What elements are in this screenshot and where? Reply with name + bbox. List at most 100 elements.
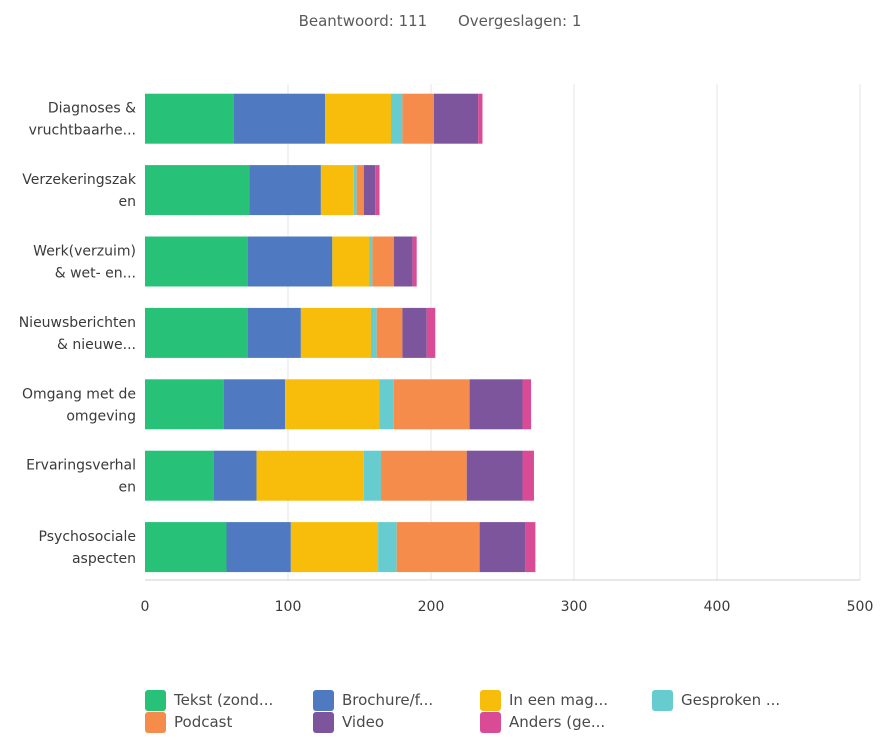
bar-segment bbox=[363, 165, 376, 216]
bar-segment bbox=[223, 379, 286, 430]
legend-item: Podcast bbox=[145, 711, 232, 733]
category-label: Nieuwsberichten & nieuwe... bbox=[19, 315, 136, 353]
bar-segment bbox=[247, 307, 301, 358]
x-tick-label: 100 bbox=[275, 599, 302, 615]
legend-swatch bbox=[480, 689, 501, 711]
bar-segment bbox=[332, 236, 370, 287]
bar-segment bbox=[372, 236, 394, 287]
legend-item: Brochure/f... bbox=[313, 689, 433, 711]
legend-label: Brochure/f... bbox=[342, 691, 434, 709]
bar-segment bbox=[300, 307, 371, 358]
response-summary: Beantwoord: 111 Overgeslagen: 1 bbox=[0, 12, 880, 30]
bar-segment bbox=[426, 307, 436, 358]
bar-segment bbox=[145, 379, 224, 430]
x-tick-label: 0 bbox=[141, 599, 150, 615]
category-label-line: Ervaringsverhal bbox=[26, 458, 136, 474]
legend-item: Video bbox=[313, 711, 384, 733]
bar-segment bbox=[356, 165, 364, 216]
category-label-line: Psychosociale bbox=[39, 529, 136, 545]
bar-segment bbox=[145, 93, 234, 144]
category-label: Diagnoses & vruchtbaarhe... bbox=[29, 101, 136, 139]
category-label-line: en bbox=[119, 194, 137, 210]
bar-segment bbox=[325, 93, 391, 144]
bar-segment bbox=[525, 522, 536, 573]
category-label: Psychosociale aspecten bbox=[39, 529, 136, 567]
bar-segment bbox=[363, 450, 381, 501]
x-tick-label: 200 bbox=[418, 599, 445, 615]
legend-swatch bbox=[145, 689, 166, 711]
bar-segment bbox=[469, 379, 523, 430]
bar-segment bbox=[145, 236, 248, 287]
bar-segment bbox=[375, 165, 380, 216]
bar-segment bbox=[433, 93, 479, 144]
stacked-bar-chart: 0 100 200 300 400 500 Diagnoses & vruchtbaarhe.… bbox=[19, 84, 874, 615]
category-label-line: Verzekeringszak bbox=[22, 172, 137, 188]
category-label: Werk(verzuim) & wet- en... bbox=[33, 244, 136, 282]
bar-segment bbox=[226, 522, 291, 573]
bar-segment bbox=[379, 379, 394, 430]
bar-segment bbox=[393, 236, 413, 287]
bar-segment bbox=[522, 450, 534, 501]
category-label-line: & wet- en... bbox=[55, 266, 136, 282]
legend-label: Tekst (zond... bbox=[174, 691, 274, 709]
bar-segment bbox=[393, 379, 470, 430]
bar-segment bbox=[145, 522, 227, 573]
bar-segment bbox=[522, 379, 532, 430]
bar-segment bbox=[145, 307, 248, 358]
bar-segment bbox=[249, 165, 321, 216]
bar-segment bbox=[396, 522, 480, 573]
bar-segment bbox=[380, 450, 467, 501]
bar-segment bbox=[370, 307, 377, 358]
category-label-line: omgeving bbox=[66, 408, 136, 424]
legend-item: Tekst (zond... bbox=[145, 689, 273, 711]
category-label-line: vruchtbaarhe... bbox=[29, 123, 136, 139]
legend-swatch bbox=[652, 689, 673, 711]
legend-item: Anders (ge... bbox=[480, 711, 605, 733]
bar-segment bbox=[402, 307, 427, 358]
x-tick-label: 300 bbox=[561, 599, 588, 615]
legend-label: Anders (ge... bbox=[509, 713, 606, 731]
category-label-line: en bbox=[119, 480, 137, 496]
bar-segment bbox=[378, 522, 397, 573]
x-tick-label: 500 bbox=[847, 599, 874, 615]
category-label-line: & nieuwe... bbox=[57, 337, 136, 353]
bar-segment bbox=[402, 93, 434, 144]
bar-segment bbox=[145, 450, 214, 501]
bar-segment bbox=[285, 379, 380, 430]
bar-segment bbox=[145, 165, 250, 216]
bar-segment bbox=[213, 450, 257, 501]
category-label: Omgang met de omgeving bbox=[22, 386, 136, 424]
x-tick-label: 400 bbox=[704, 599, 731, 615]
bar-segment bbox=[369, 236, 373, 287]
legend-swatch bbox=[313, 711, 334, 733]
legend-swatch bbox=[480, 711, 501, 733]
bar-segment bbox=[233, 93, 326, 144]
legend-label: Gesproken ... bbox=[681, 691, 781, 709]
bar-segment bbox=[247, 236, 333, 287]
category-label: Verzekeringszak en bbox=[22, 172, 137, 210]
bar-segment bbox=[478, 93, 483, 144]
legend-label: Podcast bbox=[174, 713, 233, 731]
bar-segment bbox=[290, 522, 379, 573]
legend-label: Video bbox=[342, 713, 385, 731]
category-label-line: Omgang met de bbox=[22, 386, 136, 402]
legend-label: In een mag... bbox=[509, 691, 609, 709]
category-label-line: Diagnoses & bbox=[48, 101, 136, 117]
bar-segment bbox=[353, 165, 357, 216]
category-label-line: aspecten bbox=[72, 551, 136, 567]
skipped-count: Overgeslagen: 1 bbox=[458, 12, 582, 30]
legend-item: Gesproken ... bbox=[652, 689, 780, 711]
category-label-line: Werk(verzuim) bbox=[33, 244, 136, 260]
bar-segment bbox=[466, 450, 523, 501]
bar-segment bbox=[376, 307, 403, 358]
bar-segment bbox=[479, 522, 526, 573]
category-label-line: Nieuwsberichten bbox=[19, 315, 136, 331]
answered-count: Beantwoord: 111 bbox=[298, 12, 428, 30]
category-label: Ervaringsverhal en bbox=[26, 458, 136, 496]
legend-item: In een mag... bbox=[480, 689, 608, 711]
bar-segment bbox=[320, 165, 354, 216]
legend-swatch bbox=[313, 689, 334, 711]
bar-segment bbox=[412, 236, 417, 287]
bar-segment bbox=[390, 93, 403, 144]
bar-segment bbox=[256, 450, 364, 501]
